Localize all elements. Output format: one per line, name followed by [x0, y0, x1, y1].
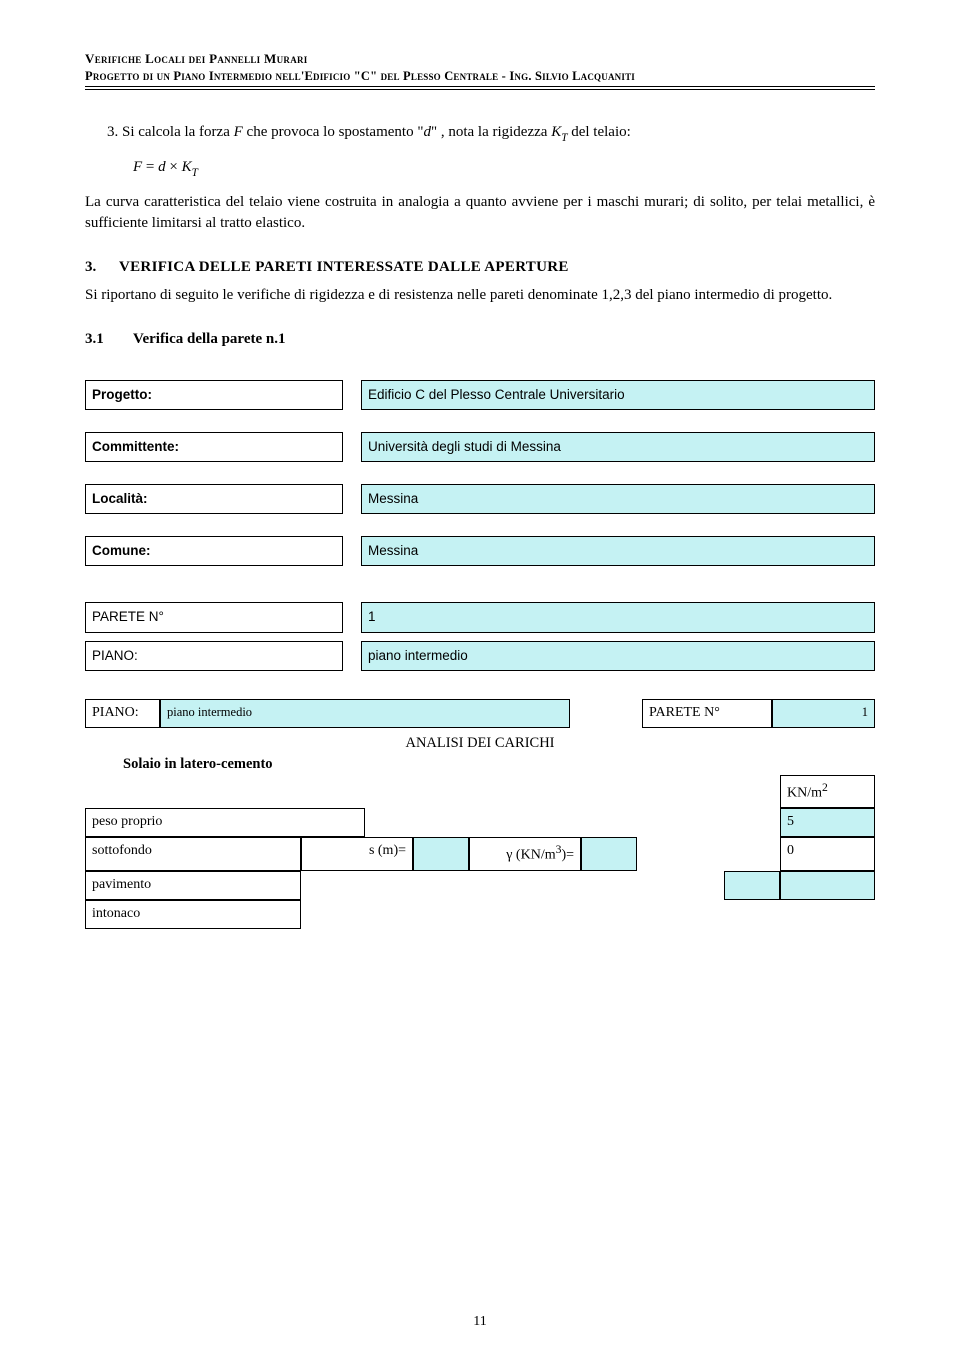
row-pavimento: pavimento	[85, 871, 875, 900]
formula-f-d-kt: F = d × KT	[133, 157, 875, 180]
section-3-text: VERIFICA DELLE PARETI INTERESSATE DALLE …	[119, 257, 569, 277]
comune-value: Messina	[361, 536, 875, 566]
piano2-label: PIANO:	[85, 699, 160, 728]
analisi-heading: ANALISI DEI CARICHI	[85, 734, 875, 754]
row-progetto: Progetto: Edificio C del Plesso Centrale…	[85, 380, 875, 410]
committente-label: Committente:	[85, 432, 343, 462]
row-committente: Committente: Università degli studi di M…	[85, 432, 875, 462]
piano-value: piano intermedio	[361, 641, 875, 671]
pavimento-right2	[780, 871, 875, 900]
pareten2-value: 1	[772, 699, 875, 728]
row-comune: Comune: Messina	[85, 536, 875, 566]
localita-label: Località:	[85, 484, 343, 514]
step3-prefix: 3. Si calcola la forza	[107, 124, 234, 140]
peso-proprio-label: peso proprio	[85, 808, 365, 837]
pavimento-right1	[724, 871, 780, 900]
intonaco-label: intonaco	[85, 900, 301, 929]
step3-para2: La curva caratteristica del telaio viene…	[85, 192, 875, 233]
subsection-3-1-text: Verifica della parete n.1	[133, 329, 285, 349]
pareten-value: 1	[361, 602, 875, 632]
localita-value: Messina	[361, 484, 875, 514]
comune-label: Comune:	[85, 536, 343, 566]
doc-header-line2: Progetto di un Piano Intermedio nell'Edi…	[85, 68, 875, 85]
sottofondo-val: 0	[780, 837, 875, 871]
sottofondo-gamma-label: γ (KN/m3)=	[469, 837, 581, 871]
peso-proprio-val: 5	[780, 808, 875, 837]
doc-header-line1: Verifiche Locali dei Pannelli Murari	[85, 50, 875, 68]
committente-value: Università degli studi di Messina	[361, 432, 875, 462]
subsection-3-1-num: 3.1	[85, 329, 133, 349]
section-3-title: 3. VERIFICA DELLE PARETI INTERESSATE DAL…	[85, 257, 875, 277]
row-sottofondo: sottofondo s (m)= γ (KN/m3)= 0	[85, 837, 875, 871]
subsection-3-1: 3.1 Verifica della parete n.1	[85, 329, 875, 349]
sottofondo-label: sottofondo	[85, 837, 301, 871]
header-rule	[85, 86, 875, 90]
pareten2-label: PARETE N°	[642, 699, 772, 728]
piano-label: PIANO:	[85, 641, 343, 671]
step3-text: 3. Si calcola la forza F che provoca lo …	[85, 122, 875, 145]
sottofondo-gamma-val	[581, 837, 637, 871]
section-3-num: 3.	[85, 257, 119, 277]
progetto-value: Edificio C del Plesso Centrale Universit…	[361, 380, 875, 410]
analisi-subheading: Solaio in latero-cemento	[123, 755, 875, 775]
row-parete-n: PARETE N° 1	[85, 602, 875, 632]
row-peso-proprio: peso proprio 5	[85, 808, 875, 837]
page-number: 11	[0, 1313, 960, 1332]
row-piano-parete-small: PIANO: piano intermedio PARETE N° 1	[85, 699, 875, 728]
row-intonaco: intonaco	[85, 900, 875, 929]
row-unit: KN/m2	[85, 775, 875, 809]
row-localita: Località: Messina	[85, 484, 875, 514]
sottofondo-s-val	[413, 837, 469, 871]
progetto-label: Progetto:	[85, 380, 343, 410]
sottofondo-s-label: s (m)=	[301, 837, 413, 871]
pareten-label: PARETE N°	[85, 602, 343, 632]
pavimento-label: pavimento	[85, 871, 301, 900]
piano2-value: piano intermedio	[160, 699, 570, 728]
section-3-body: Si riportano di seguito le verifiche di …	[85, 285, 875, 305]
unit-label: KN/m2	[780, 775, 875, 809]
row-piano: PIANO: piano intermedio	[85, 641, 875, 671]
